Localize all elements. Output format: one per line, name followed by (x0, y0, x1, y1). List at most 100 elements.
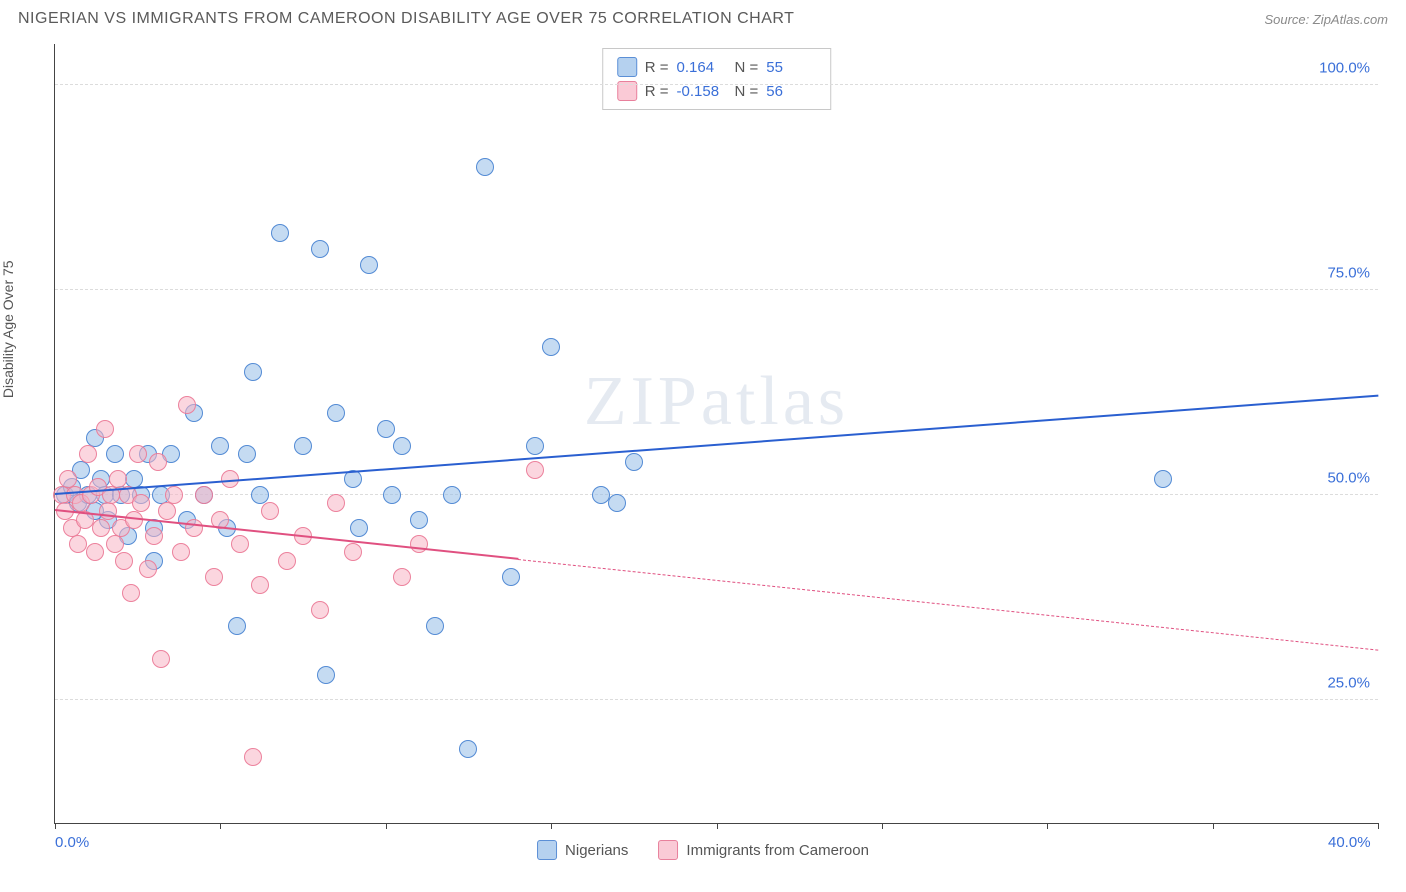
r-value-blue: 0.164 (677, 59, 727, 76)
data-point (350, 519, 368, 537)
data-point (238, 445, 256, 463)
data-point (383, 486, 401, 504)
legend-row-pink: R = -0.158 N = 56 (617, 79, 817, 103)
trend-line (518, 559, 1378, 651)
data-point (125, 470, 143, 488)
swatch-pink-icon (658, 840, 678, 860)
data-point (542, 338, 560, 356)
n-label: N = (735, 83, 759, 100)
y-tick-label: 75.0% (1327, 265, 1370, 282)
legend-item-pink: Immigrants from Cameroon (658, 840, 869, 860)
watermark: ZIPatlas (584, 362, 849, 442)
data-point (92, 519, 110, 537)
data-point (377, 420, 395, 438)
data-point (211, 437, 229, 455)
data-point (244, 363, 262, 381)
data-point (244, 748, 262, 766)
data-point (205, 568, 223, 586)
x-tick (1213, 823, 1214, 829)
x-tick (55, 823, 56, 829)
n-label: N = (735, 59, 759, 76)
x-tick (1378, 823, 1379, 829)
chart-container: Disability Age Over 75 ZIPatlas R = 0.16… (18, 44, 1388, 874)
data-point (476, 158, 494, 176)
data-point (109, 470, 127, 488)
data-point (69, 535, 87, 553)
data-point (311, 601, 329, 619)
data-point (145, 527, 163, 545)
data-point (115, 552, 133, 570)
y-axis-label: Disability Age Over 75 (0, 260, 16, 398)
x-tick (717, 823, 718, 829)
r-label: R = (645, 59, 669, 76)
data-point (393, 568, 411, 586)
data-point (79, 445, 97, 463)
data-point (139, 560, 157, 578)
legend-label-blue: Nigerians (565, 842, 628, 859)
x-tick (1047, 823, 1048, 829)
r-label: R = (645, 83, 669, 100)
data-point (311, 240, 329, 258)
chart-title: NIGERIAN VS IMMIGRANTS FROM CAMEROON DIS… (18, 10, 794, 28)
data-point (426, 617, 444, 635)
x-tick (551, 823, 552, 829)
data-point (59, 470, 77, 488)
data-point (443, 486, 461, 504)
data-point (625, 453, 643, 471)
data-point (608, 494, 626, 512)
data-point (327, 494, 345, 512)
swatch-blue-icon (537, 840, 557, 860)
n-value-blue: 55 (766, 59, 816, 76)
data-point (231, 535, 249, 553)
legend-row-blue: R = 0.164 N = 55 (617, 55, 817, 79)
x-tick-label: 40.0% (1328, 834, 1371, 851)
data-point (132, 494, 150, 512)
data-point (122, 584, 140, 602)
x-tick-label: 0.0% (55, 834, 89, 851)
data-point (261, 502, 279, 520)
y-tick-label: 25.0% (1327, 675, 1370, 692)
data-point (526, 461, 544, 479)
y-tick-label: 50.0% (1327, 470, 1370, 487)
correlation-legend: R = 0.164 N = 55 R = -0.158 N = 56 (602, 48, 832, 110)
y-tick-label: 100.0% (1319, 60, 1370, 77)
x-tick (220, 823, 221, 829)
plot-area: ZIPatlas R = 0.164 N = 55 R = -0.158 N =… (54, 44, 1378, 824)
trend-line (55, 395, 1378, 495)
data-point (393, 437, 411, 455)
gridline (55, 699, 1378, 700)
data-point (165, 486, 183, 504)
data-point (106, 535, 124, 553)
data-point (185, 519, 203, 537)
data-point (344, 543, 362, 561)
data-point (502, 568, 520, 586)
data-point (271, 224, 289, 242)
data-point (251, 576, 269, 594)
data-point (317, 666, 335, 684)
data-point (99, 502, 117, 520)
data-point (278, 552, 296, 570)
data-point (410, 511, 428, 529)
series-legend: Nigerians Immigrants from Cameroon (537, 840, 869, 860)
data-point (96, 420, 114, 438)
data-point (228, 617, 246, 635)
data-point (360, 256, 378, 274)
source-label: Source: ZipAtlas.com (1264, 12, 1388, 27)
data-point (86, 543, 104, 561)
data-point (1154, 470, 1172, 488)
data-point (459, 740, 477, 758)
x-tick (386, 823, 387, 829)
data-point (158, 502, 176, 520)
data-point (106, 445, 124, 463)
data-point (251, 486, 269, 504)
data-point (129, 445, 147, 463)
data-point (149, 453, 167, 471)
data-point (526, 437, 544, 455)
x-tick (882, 823, 883, 829)
legend-label-pink: Immigrants from Cameroon (686, 842, 869, 859)
data-point (294, 437, 312, 455)
gridline (55, 84, 1378, 85)
r-value-pink: -0.158 (677, 83, 727, 100)
legend-item-blue: Nigerians (537, 840, 628, 860)
data-point (178, 396, 196, 414)
